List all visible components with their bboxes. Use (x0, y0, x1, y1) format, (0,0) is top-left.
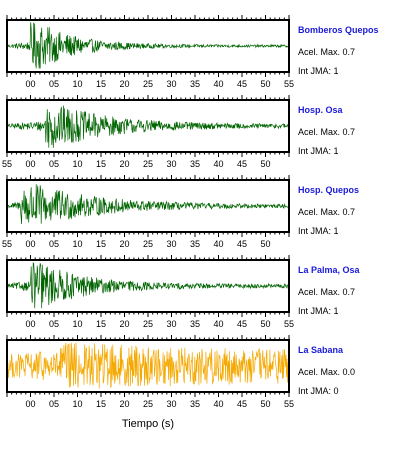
waveform-trace (6, 342, 290, 389)
station-name: La Palma, Osa (298, 265, 361, 275)
tick-label: 35 (190, 399, 200, 409)
accel-max-label: Acel. Max. 0.7 (298, 287, 355, 297)
tick-label: 25 (143, 79, 153, 89)
tick-label: 10 (72, 79, 82, 89)
tick-label: 20 (119, 239, 129, 249)
waveform-trace (6, 105, 290, 148)
panel-3: 55 00 05 10 15 20 25 30 35 40 45 50 Hosp. Quepos Acel… (2, 175, 359, 249)
tick-label: 40 (213, 239, 223, 249)
tick-label: 35 (190, 319, 200, 329)
jma-intensity-label: Int JMA: 0 (298, 386, 339, 396)
tick-label: 30 (166, 159, 176, 169)
tick-label: 20 (119, 319, 129, 329)
tick-label: 15 (96, 399, 106, 409)
tick-label: 30 (166, 319, 176, 329)
tick-label: 10 (72, 159, 82, 169)
tick-label: 00 (25, 239, 35, 249)
tick-label: 45 (237, 239, 247, 249)
tick-label: 10 (72, 399, 82, 409)
accel-max-label: Acel. Max. 0.7 (298, 207, 355, 217)
tick-label: 25 (143, 159, 153, 169)
tick-label: 40 (213, 399, 223, 409)
tick-label: 50 (260, 79, 270, 89)
tick-label: 30 (166, 239, 176, 249)
station-name: Bomberos Quepos (298, 25, 379, 35)
tick-label: 25 (143, 239, 153, 249)
tick-label: 15 (96, 79, 106, 89)
tick-label: 30 (166, 79, 176, 89)
tick-label: 35 (190, 79, 200, 89)
tick-label: 35 (190, 239, 200, 249)
tick-label: 15 (96, 159, 106, 169)
tick-label: 40 (213, 159, 223, 169)
tick-label: 55 (2, 159, 12, 169)
tick-label: 20 (119, 399, 129, 409)
station-name: Hosp. Osa (298, 105, 344, 115)
tick-label: 10 (72, 239, 82, 249)
waveform-trace (6, 22, 290, 69)
tick-label: 20 (119, 79, 129, 89)
tick-label: 35 (190, 159, 200, 169)
waveform-trace (6, 261, 290, 309)
tick-label: 05 (49, 399, 59, 409)
tick-label: 05 (49, 79, 59, 89)
panel-2: 55 00 05 10 15 20 25 30 35 40 45 50 Hosp. Osa Acel. M… (2, 95, 355, 169)
accel-max-label: Acel. Max. 0.7 (298, 127, 355, 137)
tick-label: 05 (49, 319, 59, 329)
tick-label: 15 (96, 319, 106, 329)
tick-label: 25 (143, 319, 153, 329)
tick-label: 05 (49, 239, 59, 249)
tick-label: 40 (213, 319, 223, 329)
jma-intensity-label: Int JMA: 1 (298, 66, 339, 76)
jma-intensity-label: Int JMA: 1 (298, 146, 339, 156)
tick-label: 00 (25, 399, 35, 409)
tick-label: 55 (2, 239, 12, 249)
tick-label: 55 (284, 79, 294, 89)
x-axis-title: Tiempo (s) (122, 418, 174, 430)
station-name: Hosp. Quepos (298, 185, 359, 195)
tick-label: 50 (260, 159, 270, 169)
tick-label: 40 (213, 79, 223, 89)
tick-label: 10 (72, 319, 82, 329)
tick-label: 00 (25, 159, 35, 169)
tick-label: 55 (284, 319, 294, 329)
tick-label: 00 (25, 79, 35, 89)
station-name: La Sabana (298, 345, 344, 355)
tick-label: 45 (237, 399, 247, 409)
tick-label: 55 (284, 399, 294, 409)
tick-label: 45 (237, 79, 247, 89)
tick-label: 50 (260, 319, 270, 329)
seismogram-panels: 00 05 10 15 20 25 30 35 40 45 50 55 Bomberos Quepos A… (2, 15, 379, 409)
jma-intensity-label: Int JMA: 1 (298, 306, 339, 316)
tick-label: 30 (166, 399, 176, 409)
tick-label: 20 (119, 159, 129, 169)
tick-label: 45 (237, 159, 247, 169)
tick-label: 45 (237, 319, 247, 329)
tick-label: 00 (25, 319, 35, 329)
jma-intensity-label: Int JMA: 1 (298, 226, 339, 236)
accel-max-label: Acel. Max. 0.0 (298, 367, 355, 377)
panel-1: 00 05 10 15 20 25 30 35 40 45 50 55 Bomberos Quepos A… (6, 15, 379, 89)
tick-label: 15 (96, 239, 106, 249)
tick-label: 50 (260, 399, 270, 409)
tick-label: 05 (49, 159, 59, 169)
accel-max-label: Acel. Max. 0.7 (298, 47, 355, 57)
panel-5: 00 05 10 15 20 25 30 35 40 45 50 55 La Sabana Acel. M… (6, 335, 355, 409)
tick-label: 50 (260, 239, 270, 249)
tick-label: 25 (143, 399, 153, 409)
waveform-trace (6, 184, 290, 225)
panel-4: 00 05 10 15 20 25 30 35 40 45 50 55 La Palma, Osa Ace… (6, 255, 361, 329)
